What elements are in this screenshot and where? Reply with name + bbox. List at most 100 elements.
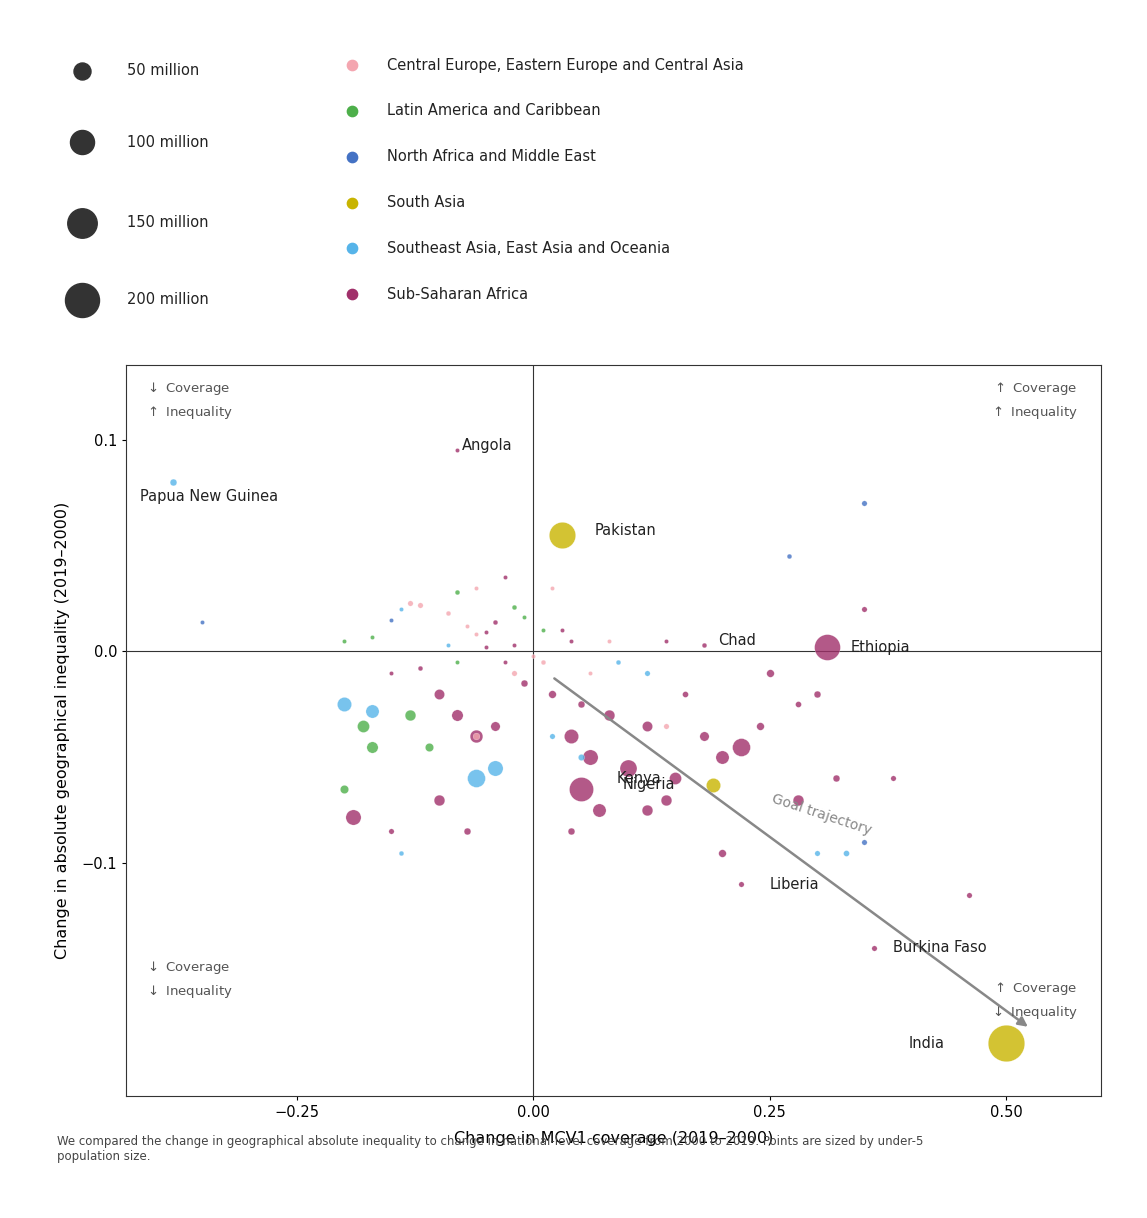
- Point: [856, 832, 874, 851]
- Point: [458, 616, 476, 636]
- Point: [713, 843, 732, 862]
- Text: South Asia: South Asia: [387, 195, 466, 209]
- Point: [364, 737, 382, 756]
- Point: [562, 726, 580, 745]
- Point: [382, 822, 400, 842]
- Point: [827, 769, 845, 788]
- Point: [694, 726, 712, 745]
- Point: [364, 627, 382, 647]
- X-axis label: Change in MCV1 coverage (2019–2000): Change in MCV1 coverage (2019–2000): [454, 1132, 773, 1146]
- Point: [638, 800, 656, 820]
- Point: [391, 843, 409, 862]
- Point: [467, 579, 485, 598]
- Point: [666, 769, 685, 788]
- Point: [335, 631, 353, 650]
- Point: [638, 716, 656, 736]
- Text: Liberia: Liberia: [770, 877, 819, 892]
- Point: [789, 790, 807, 810]
- Point: [562, 822, 580, 842]
- Text: Chad: Chad: [718, 633, 756, 648]
- Text: Pakistan: Pakistan: [594, 523, 656, 538]
- Point: [486, 758, 505, 777]
- Point: [751, 716, 770, 736]
- Point: [439, 636, 458, 655]
- Point: [486, 716, 505, 736]
- Point: [505, 663, 523, 682]
- Point: [448, 441, 467, 460]
- Point: [411, 659, 429, 678]
- Point: [505, 636, 523, 655]
- Point: [164, 473, 182, 492]
- Point: [193, 611, 211, 631]
- Point: [656, 716, 674, 736]
- Point: [524, 646, 543, 665]
- Text: Central Europe, Eastern Europe and Central Asia: Central Europe, Eastern Europe and Centr…: [387, 57, 743, 73]
- Point: [600, 631, 618, 650]
- Point: [533, 620, 552, 639]
- Point: [676, 685, 694, 704]
- Text: Latin America and Caribbean: Latin America and Caribbean: [387, 104, 601, 118]
- Point: [343, 239, 361, 258]
- Point: [477, 622, 496, 642]
- Point: [353, 716, 372, 736]
- Point: [638, 663, 656, 682]
- Point: [836, 843, 855, 862]
- Point: [72, 213, 91, 233]
- Point: [458, 822, 476, 842]
- Text: Nigeria: Nigeria: [623, 777, 676, 793]
- Point: [72, 133, 91, 152]
- Point: [467, 726, 485, 745]
- Text: 50 million: 50 million: [127, 63, 198, 78]
- Point: [477, 637, 496, 657]
- Point: [580, 748, 599, 767]
- Point: [780, 547, 798, 566]
- Text: India: India: [908, 1035, 945, 1051]
- Point: [411, 596, 429, 615]
- Point: [732, 737, 750, 756]
- Point: [553, 620, 571, 639]
- Point: [505, 597, 523, 616]
- Point: [344, 806, 362, 826]
- Text: 150 million: 150 million: [127, 216, 209, 230]
- Point: [732, 875, 750, 894]
- Text: Southeast Asia, East Asia and Oceania: Southeast Asia, East Asia and Oceania: [387, 241, 670, 256]
- Point: [515, 608, 533, 627]
- Point: [807, 843, 826, 862]
- Point: [543, 579, 561, 598]
- Text: Goal trajectory: Goal trajectory: [770, 792, 873, 837]
- Point: [713, 748, 732, 767]
- Point: [856, 493, 874, 513]
- Point: [959, 885, 977, 905]
- Point: [865, 938, 883, 957]
- Point: [883, 769, 902, 788]
- Point: [401, 705, 420, 725]
- Point: [562, 631, 580, 650]
- Point: [448, 582, 467, 602]
- Text: $\downarrow$ Coverage
$\uparrow$ Inequality: $\downarrow$ Coverage $\uparrow$ Inequal…: [146, 380, 233, 421]
- Point: [343, 101, 361, 121]
- Text: $\downarrow$ Coverage
$\downarrow$ Inequality: $\downarrow$ Coverage $\downarrow$ Inequ…: [146, 959, 233, 1000]
- Point: [343, 55, 361, 76]
- Point: [760, 663, 779, 682]
- Point: [571, 780, 590, 799]
- Point: [533, 652, 552, 671]
- Point: [997, 1034, 1015, 1054]
- Point: [496, 568, 514, 587]
- Point: [401, 593, 420, 613]
- Point: [609, 652, 627, 671]
- Point: [515, 674, 533, 693]
- Text: $\uparrow$ Coverage
$\downarrow$ Inequality: $\uparrow$ Coverage $\downarrow$ Inequal…: [990, 979, 1077, 1021]
- Point: [856, 599, 874, 619]
- Point: [382, 663, 400, 682]
- Point: [496, 652, 514, 671]
- Point: [448, 652, 467, 671]
- Point: [343, 284, 361, 303]
- Point: [600, 705, 618, 725]
- Point: [818, 637, 836, 657]
- Text: Sub-Saharan Africa: Sub-Saharan Africa: [387, 286, 528, 302]
- Point: [420, 737, 438, 756]
- Text: 100 million: 100 million: [127, 135, 209, 150]
- Point: [618, 758, 637, 777]
- Point: [486, 611, 505, 631]
- Point: [543, 726, 561, 745]
